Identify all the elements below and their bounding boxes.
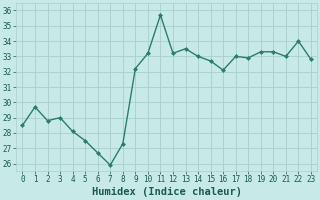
X-axis label: Humidex (Indice chaleur): Humidex (Indice chaleur) [92, 187, 242, 197]
